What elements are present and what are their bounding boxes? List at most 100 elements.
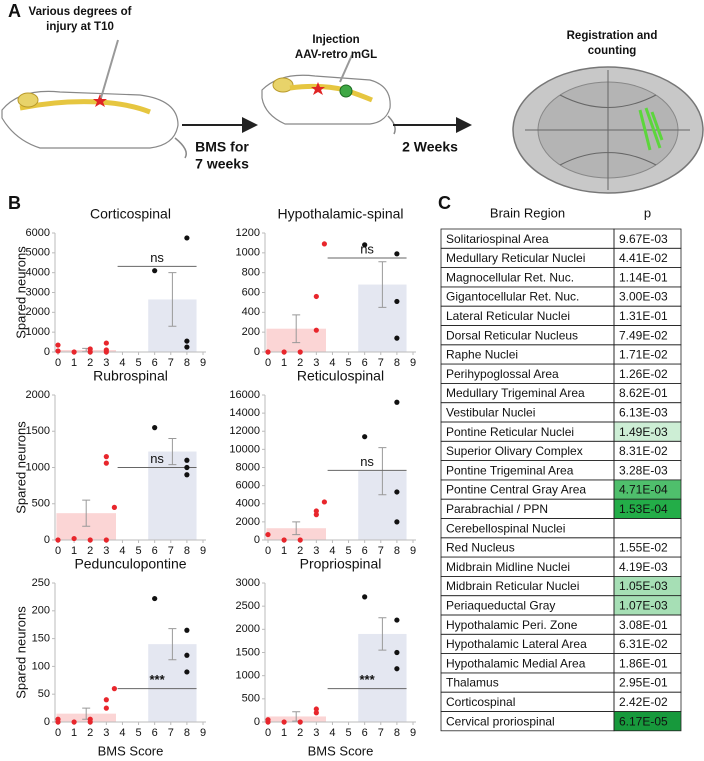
p-value: 1.55E-02 [619,541,668,555]
p-value: 1.14E-01 [619,270,668,284]
x-tick-label: 7 [168,727,174,739]
table-cell [613,518,682,539]
p-value: 2.42E-02 [619,695,668,709]
x-tick-label: 9 [200,727,206,739]
x-tick-label: 1 [281,357,287,369]
data-point [313,508,319,514]
data-point [103,705,109,711]
y-tick-label: 14000 [229,407,260,419]
data-point [281,719,287,725]
data-point [71,535,77,542]
p-value: 9.67E-03 [619,232,668,246]
data-point [184,457,190,463]
data-point [55,716,61,722]
y-tick-label: 8000 [236,461,260,473]
data-point [394,617,400,623]
error-bar [292,521,301,536]
x-tick-label: 6 [362,545,368,557]
x-tick-label: 5 [345,545,351,557]
y-tick-label: 0 [44,716,50,728]
x-tick-label: 1 [71,545,77,557]
x-tick-label: 9 [200,357,206,369]
x-tick-label: 8 [394,545,400,557]
data-point [87,537,93,543]
y-axis-label: Spared neurons [13,246,28,339]
x-tick-label: 2 [297,727,303,739]
chart-title: Reticulospinal [297,368,384,384]
data-point [111,504,117,510]
x-tick-label: 0 [265,357,271,369]
x-tick-label: 8 [184,545,190,557]
data-point [313,710,319,716]
x-tick-label: 3 [313,727,319,739]
data-point [313,512,319,518]
data-point [394,489,400,495]
x-tick-label: 4 [119,545,125,557]
x-tick-label: 2 [87,545,93,557]
p-value: 1.71E-02 [619,348,668,362]
data-point [87,349,93,355]
x-tick-label: 6 [362,727,368,739]
x-tick-label: 7 [378,545,384,557]
data-point [394,649,400,656]
x-tick-label: 7 [168,545,174,557]
x-tick-label: 5 [345,357,351,369]
data-point [184,464,190,471]
data-point [184,344,190,350]
significance-label: ns [360,241,374,256]
chart-title: Propriospinal [300,556,382,572]
error-bar [292,314,301,344]
region-name: Parabrachial / PPN [446,502,548,516]
p-value: 3.08E-01 [619,618,668,632]
y-tick-label: 0 [44,534,50,546]
region-name: Thalamus [446,676,499,690]
p-value: 4.71E-04 [619,483,668,497]
y-tick-label: 5000 [26,247,50,259]
x-tick-label: 1 [281,545,287,557]
data-point [394,251,400,257]
significance-label: ns [360,454,374,469]
data-point [103,454,109,460]
p-value: 4.41E-02 [619,251,668,265]
p-highlight [614,576,681,596]
data-point [152,268,158,274]
data-point [55,348,61,354]
y-tick-label: 0 [254,346,260,358]
data-point [152,425,158,431]
data-point [103,349,109,355]
data-point [152,595,158,602]
data-point [265,531,271,538]
y-tick-label: 150 [32,633,50,645]
p-value: 4.19E-03 [619,560,668,574]
x-tick-label: 3 [313,357,319,369]
region-name: Hypothalamic Peri. Zone [446,618,578,632]
x-tick-label: 7 [378,727,384,739]
schematic-text: 7 weeks [195,156,249,172]
region-name: Lateral Reticular Nuclei [446,309,570,323]
region-name: Medullary Trigeminal Area [446,386,585,400]
region-name: Gigantocellular Ret. Nuc. [446,290,579,304]
region-name: Dorsal Reticular Nucleus [446,328,578,342]
schematic-text: counting [588,45,637,57]
data-point [184,652,190,658]
p-value: 6.31E-02 [619,637,668,651]
error-bar [378,261,387,308]
x-tick-label: 2 [87,357,93,369]
y-tick-label: 250 [32,577,50,589]
x-tick-label: 6 [152,727,158,739]
x-tick-label: 1 [71,727,77,739]
p-value: 3.00E-03 [619,290,668,304]
region-name: Corticospinal [446,695,515,709]
p-value: 6.17E-05 [619,714,668,728]
data-point [313,706,319,712]
schematic-drawings [1,39,704,194]
x-tick-label: 2 [87,727,93,739]
x-tick-label: 9 [410,357,416,369]
error-bar [168,272,177,327]
x-tick-label: 0 [265,727,271,739]
y-tick-label: 1500 [236,646,260,658]
region-name: Magnocellular Ret. Nuc. [446,270,574,284]
y-tick-label: 200 [32,605,50,617]
data-point [184,338,190,344]
p-value: 1.26E-02 [619,367,668,381]
